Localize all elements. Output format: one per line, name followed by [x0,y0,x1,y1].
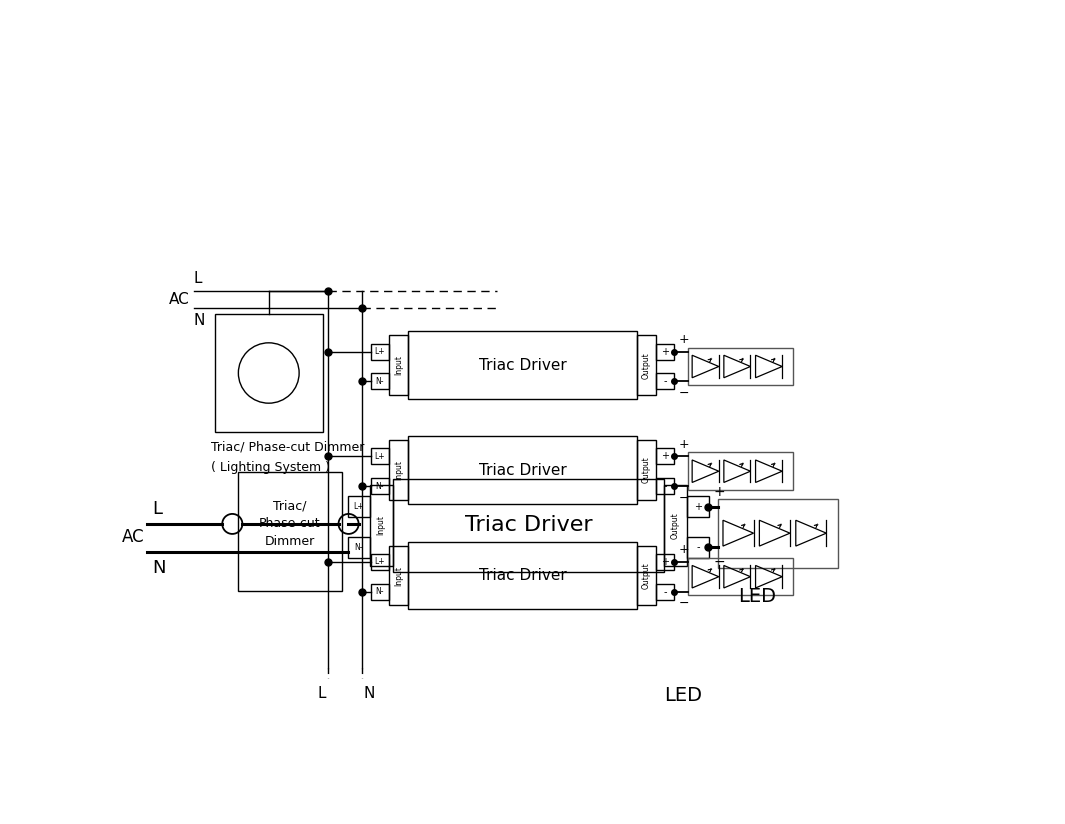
Bar [408,436,637,504]
Text: +: + [678,543,689,556]
Bar [688,558,792,596]
Text: Input: Input [394,565,403,586]
Bar [389,440,408,500]
Bar [687,496,709,517]
Text: L+: L+ [375,452,386,461]
Bar [389,335,408,396]
Text: L: L [194,271,202,286]
Text: Triac Driver: Triac Driver [478,462,567,478]
Bar [688,452,792,490]
Text: -: - [697,542,700,552]
Text: LED: LED [738,587,776,606]
Text: Triac Driver: Triac Driver [464,516,592,536]
Text: Input: Input [394,355,403,375]
Text: +: + [661,557,669,567]
Bar [348,496,370,517]
Text: L: L [318,686,327,700]
Bar [656,344,674,359]
Text: -: - [663,377,667,386]
Bar [371,478,389,494]
Text: Output: Output [671,512,681,539]
Bar [371,448,389,465]
Text: −: − [678,597,689,610]
Bar [637,335,656,396]
Text: L+: L+ [375,347,386,356]
Bar [371,583,389,600]
Text: -: - [663,481,667,491]
Text: Output: Output [642,456,651,484]
Text: +: + [678,438,689,451]
Bar [656,583,674,600]
Bar [687,537,709,558]
Text: Triac Driver: Triac Driver [478,568,567,583]
Bar [371,554,389,570]
Text: L+: L+ [375,557,386,566]
Bar [393,480,663,572]
Bar [348,537,370,558]
Text: +: + [714,485,725,499]
Text: +: + [661,452,669,461]
Bar [688,348,792,386]
Text: −: − [714,555,725,569]
Text: N-: N- [376,377,384,386]
Bar [214,315,323,432]
Bar [371,344,389,359]
Text: N: N [364,686,375,700]
Text: +: + [678,333,689,346]
Text: Input: Input [394,460,403,480]
Text: Triac Driver: Triac Driver [478,358,567,372]
Text: +: + [694,502,702,512]
Bar [370,485,393,566]
Bar [371,373,389,390]
Bar [656,478,674,494]
Bar [656,448,674,465]
Text: -: - [663,587,667,597]
Text: N-: N- [376,481,384,490]
Text: +: + [661,347,669,357]
Text: ( Lighting System ): ( Lighting System ) [211,461,330,474]
Bar [663,485,687,566]
Bar [656,373,674,390]
Bar [656,554,674,570]
Text: N-: N- [355,543,363,552]
Text: Output: Output [642,352,651,379]
Text: Triac/ Phase-cut Dimmer: Triac/ Phase-cut Dimmer [211,441,364,454]
Bar [408,331,637,399]
Bar [389,545,408,606]
Bar [637,440,656,500]
Text: −: − [678,491,689,504]
Text: L+: L+ [354,503,364,511]
Text: Input: Input [377,516,386,536]
Text: AC: AC [169,292,190,307]
Text: AC: AC [122,527,145,545]
Text: L: L [152,500,163,517]
Text: Output: Output [642,562,651,589]
Text: −: − [678,386,689,400]
Bar [718,499,838,568]
Bar [637,545,656,606]
Text: LED: LED [665,686,703,705]
Text: N-: N- [376,588,384,596]
Text: N: N [194,313,204,328]
Text: Triac/
Phase-cut
Dimmer: Triac/ Phase-cut Dimmer [259,499,321,548]
Bar [237,471,342,591]
Bar [408,541,637,610]
Text: N: N [152,559,166,577]
